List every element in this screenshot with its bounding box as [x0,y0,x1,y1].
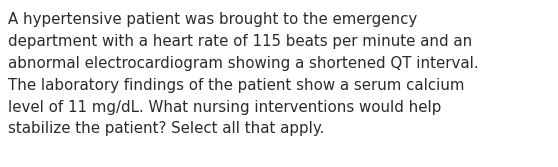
Text: A hypertensive patient was brought to the emergency
department with a heart rate: A hypertensive patient was brought to th… [8,12,479,136]
